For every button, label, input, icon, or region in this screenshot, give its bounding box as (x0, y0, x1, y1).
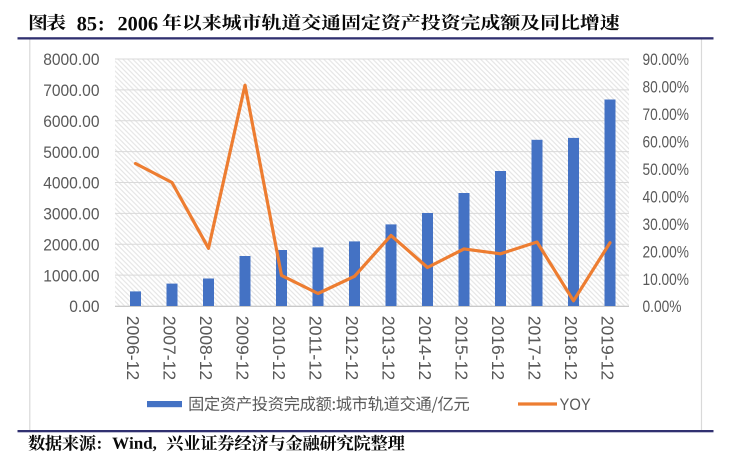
svg-text:8000.00: 8000.00 (43, 50, 99, 69)
svg-text:2007-12: 2007-12 (159, 316, 179, 381)
svg-text:30.00%: 30.00% (643, 215, 690, 234)
svg-text:20.00%: 20.00% (643, 242, 690, 261)
svg-text:0.00%: 0.00% (643, 297, 682, 316)
svg-text:80.00%: 80.00% (643, 78, 690, 97)
svg-text:2013-12: 2013-12 (378, 316, 398, 381)
svg-text:40.00%: 40.00% (643, 187, 690, 206)
svg-text:2011-12: 2011-12 (305, 316, 325, 381)
svg-text:2000.00: 2000.00 (43, 235, 99, 254)
svg-text:2014-12: 2014-12 (415, 316, 435, 381)
svg-text:5000.00: 5000.00 (43, 143, 99, 162)
svg-text:10.00%: 10.00% (643, 270, 690, 289)
svg-text:2008-12: 2008-12 (196, 316, 216, 381)
svg-text:YOY: YOY (560, 395, 591, 414)
svg-text:6000.00: 6000.00 (43, 112, 99, 131)
svg-text:2006-12: 2006-12 (123, 316, 143, 381)
svg-text:2012-12: 2012-12 (342, 316, 362, 381)
svg-text:2016-12: 2016-12 (488, 316, 508, 381)
svg-text:2009-12: 2009-12 (232, 316, 252, 381)
svg-text:1000.00: 1000.00 (43, 266, 99, 285)
svg-text:2015-12: 2015-12 (451, 316, 471, 381)
svg-text:7000.00: 7000.00 (43, 81, 99, 100)
svg-text:3000.00: 3000.00 (43, 205, 99, 224)
svg-text:60.00%: 60.00% (643, 133, 690, 152)
svg-text:2017-12: 2017-12 (524, 316, 544, 381)
svg-text:90.00%: 90.00% (643, 50, 690, 69)
svg-text:0.00: 0.00 (69, 297, 99, 316)
svg-text:2019-12: 2019-12 (597, 316, 617, 381)
svg-text:2010-12: 2010-12 (269, 316, 289, 381)
svg-text:50.00%: 50.00% (643, 160, 690, 179)
svg-text:70.00%: 70.00% (643, 105, 690, 124)
svg-text:2018-12: 2018-12 (561, 316, 581, 381)
svg-text:4000.00: 4000.00 (43, 174, 99, 193)
